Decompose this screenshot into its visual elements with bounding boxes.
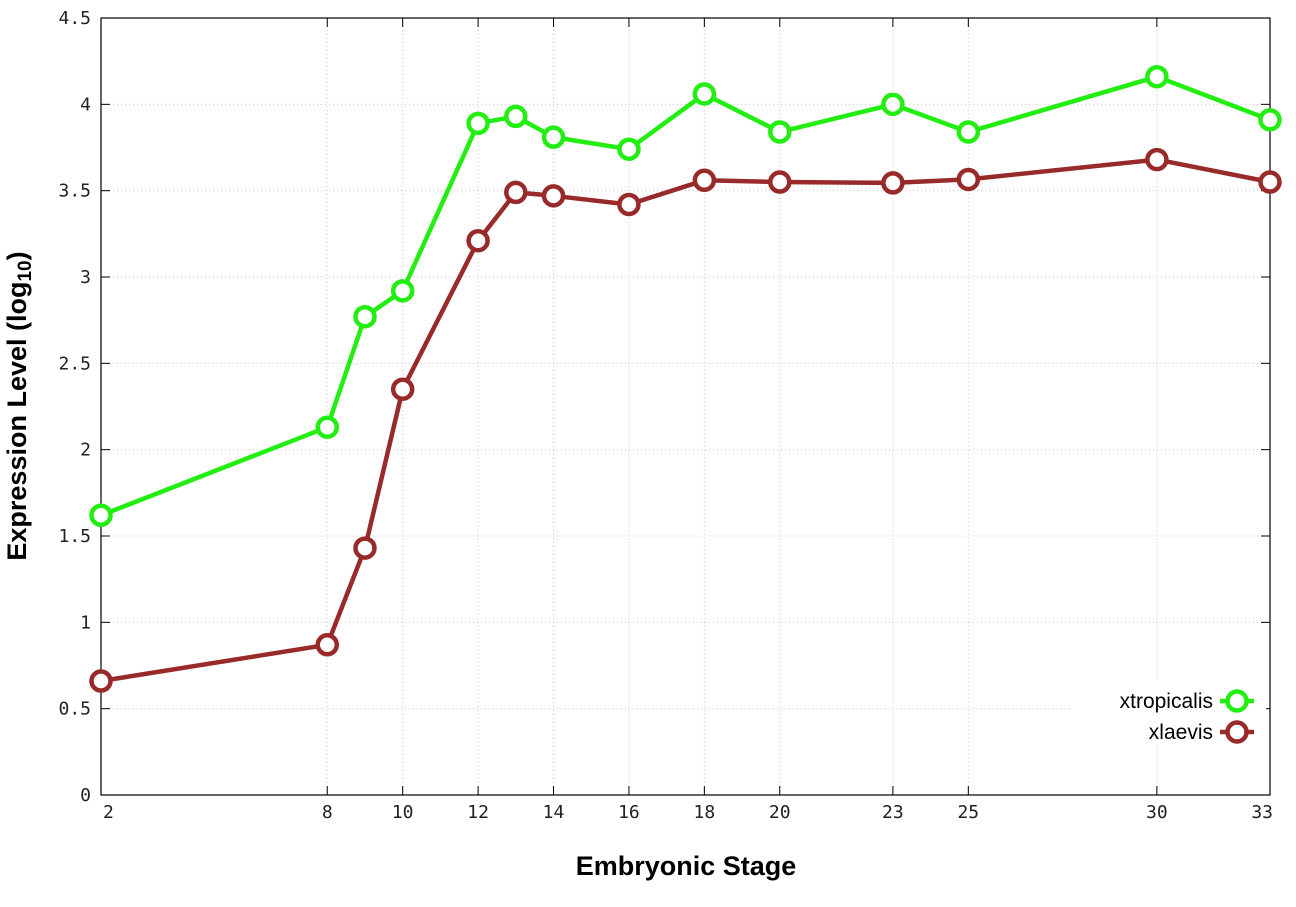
data-point-xlaevis — [89, 669, 113, 693]
legend-label-xlaevis: xlaevis — [1149, 721, 1213, 744]
y-tick-label: 0.5 — [58, 699, 91, 720]
series-xlaevis — [89, 147, 1282, 693]
data-point-xlaevis — [390, 377, 415, 401]
data-point-xtropicalis — [692, 82, 717, 106]
y-axis-title: Expression Level (log10) — [2, 251, 36, 560]
y-tick-label: 2.5 — [58, 353, 91, 374]
y-axis-title-close: ) — [2, 251, 32, 260]
series-xtropicalis — [89, 64, 1282, 528]
legend-swatch-marker — [1225, 720, 1249, 744]
x-tick-label: 10 — [392, 802, 414, 823]
data-point-xtropicalis — [617, 137, 641, 161]
legend-swatch-marker — [1225, 689, 1249, 713]
data-point-xtropicalis — [353, 304, 377, 329]
data-point-xlaevis — [315, 633, 340, 657]
x-tick-label: 12 — [467, 802, 489, 823]
x-tick-label: 2 — [103, 802, 114, 823]
grid — [101, 18, 1270, 795]
y-tick-label: 3 — [80, 267, 91, 288]
axis-ticks: 0 0.5 1 1.5 2 2.5 3 3.5 4 4.5 2 8 10 12 14 16 18 20 23 25 30… — [58, 8, 1273, 823]
y-tick-label: 0 — [80, 785, 91, 806]
data-point-xlaevis — [881, 171, 905, 195]
data-point-xlaevis — [541, 184, 566, 208]
x-axis-title: Embryonic Stage — [576, 851, 797, 881]
data-point-xtropicalis — [390, 279, 415, 303]
x-tick-label: 33 — [1251, 802, 1273, 823]
data-point-xtropicalis — [541, 125, 566, 149]
data-point-xtropicalis — [881, 92, 905, 117]
x-tick-label: 16 — [618, 802, 640, 823]
data-point-xtropicalis — [466, 111, 490, 136]
y-tick-label: 1.5 — [58, 526, 91, 547]
x-tick-label: 8 — [322, 802, 333, 823]
data-point-xtropicalis — [956, 120, 981, 144]
data-point-xtropicalis — [315, 415, 340, 439]
series-line-xlaevis — [100, 157, 1271, 684]
data-point-xtropicalis — [89, 503, 113, 528]
y-axis-title-main: Expression Level (log — [2, 282, 32, 561]
data-point-xtropicalis — [768, 120, 792, 144]
series-lines — [89, 64, 1282, 693]
y-tick-label: 1 — [80, 612, 91, 633]
data-point-xlaevis — [504, 180, 528, 205]
y-tick-label: 2 — [80, 440, 91, 461]
data-point-xlaevis — [353, 536, 377, 560]
data-point-xtropicalis — [1258, 108, 1282, 132]
data-point-xlaevis — [1145, 147, 1169, 172]
x-tick-label: 18 — [694, 802, 716, 823]
plot-area-border — [100, 17, 1271, 796]
legend: xtropicalis xlaevis — [1070, 680, 1266, 746]
x-tick-label: 23 — [882, 802, 904, 823]
data-point-xtropicalis — [1145, 64, 1169, 89]
data-point-xlaevis — [768, 170, 792, 194]
data-point-xlaevis — [617, 192, 641, 217]
x-tick-label: 30 — [1146, 802, 1168, 823]
y-tick-label: 4.5 — [58, 8, 91, 29]
data-point-xlaevis — [692, 168, 717, 193]
data-point-xlaevis — [466, 228, 490, 253]
data-point-xlaevis — [956, 167, 981, 192]
y-axis-title-subscript: 10 — [15, 260, 36, 281]
x-tick-label: 14 — [543, 802, 565, 823]
legend-label-xtropicalis: xtropicalis — [1120, 690, 1213, 713]
y-tick-label: 3.5 — [58, 181, 91, 202]
data-point-xtropicalis — [504, 104, 528, 129]
data-point-xlaevis — [1258, 170, 1282, 194]
x-tick-label: 25 — [957, 802, 979, 823]
y-tick-label: 4 — [80, 94, 91, 115]
x-tick-label: 20 — [769, 802, 791, 823]
